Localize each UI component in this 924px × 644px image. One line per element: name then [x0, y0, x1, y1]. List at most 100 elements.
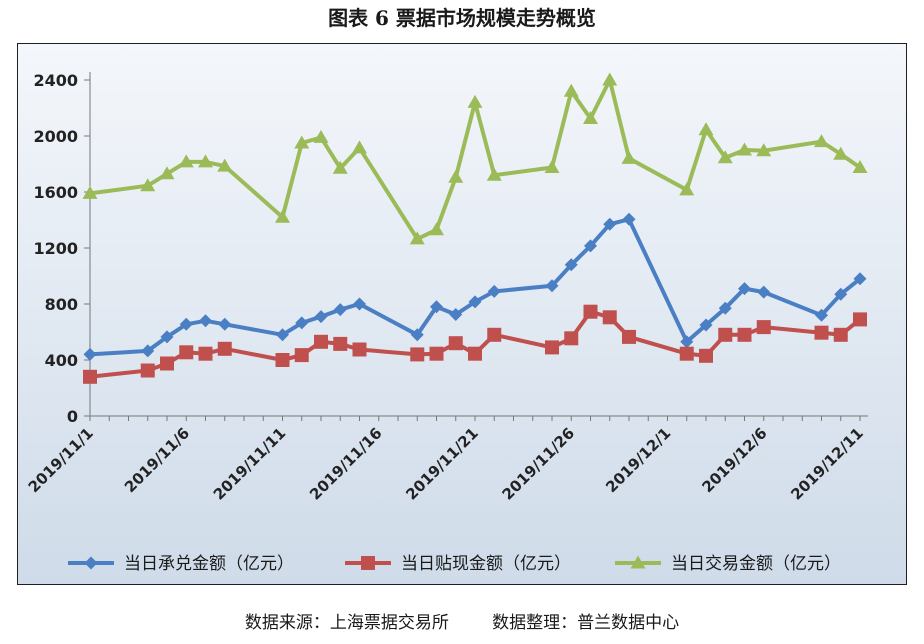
chart-title: 图表 6 票据市场规模走势概览: [328, 6, 596, 30]
data-point: [622, 329, 636, 344]
data-point: [852, 160, 868, 173]
data-point: [179, 317, 193, 331]
data-point: [448, 336, 463, 351]
data-point: [314, 310, 328, 324]
x-tick-label: 2019/11/21: [402, 424, 482, 504]
y-tick-label: 2400: [33, 71, 78, 90]
data-point: [602, 310, 617, 325]
data-point: [198, 346, 213, 361]
data-point: [545, 279, 559, 293]
data-point: [563, 83, 579, 97]
data-point: [409, 231, 425, 245]
data-point: [833, 327, 848, 342]
data-point: [430, 300, 443, 314]
data-point: [814, 134, 829, 148]
data-point: [487, 284, 501, 298]
data-point: [140, 363, 155, 378]
x-tick-label: 2019/11/1: [25, 424, 97, 496]
data-point: [815, 308, 828, 322]
data-point: [814, 325, 829, 340]
y-tick-label: 1200: [33, 239, 78, 258]
y-tick-label: 1600: [33, 183, 78, 202]
data-point: [621, 150, 637, 164]
x-tick-label: 2019/12/1: [602, 424, 674, 496]
data-point: [680, 335, 694, 349]
legend-label: 当日交易金额（亿元）: [671, 554, 841, 574]
data-point: [699, 348, 713, 363]
data-point: [853, 272, 867, 286]
data-point: [544, 160, 560, 173]
data-point: [757, 285, 771, 299]
chart-area: 0 400 800 1200 1600 2000 2400 2019/11/1 2019/11/…: [17, 43, 907, 585]
legend-marker: [630, 555, 646, 569]
data-point: [83, 347, 97, 361]
y-tick-label: 400: [45, 351, 78, 370]
data-point: [738, 282, 751, 296]
data-point: [295, 316, 309, 330]
data-point: [468, 346, 482, 361]
x-tick-label: 2019/11/11: [210, 424, 290, 504]
data-point: [141, 344, 155, 358]
data-point: [429, 222, 444, 236]
data-point: [718, 301, 732, 315]
data-point: [333, 303, 347, 317]
data-point: [487, 327, 502, 342]
data-point: [199, 314, 212, 328]
legend-label: 当日贴现金额（亿元）: [401, 554, 571, 574]
data-point: [564, 331, 579, 346]
data-point: [332, 160, 348, 174]
data-point: [486, 167, 502, 181]
x-tick-label: 2019/12/11: [787, 424, 867, 504]
source-note: 数据来源：上海票据交易所 数据整理：普兰数据中心: [244, 613, 680, 633]
x-tick-label: 2019/11/6: [121, 424, 193, 496]
data-point: [468, 295, 482, 309]
data-point: [737, 142, 752, 156]
data-point: [333, 336, 348, 351]
data-point: [603, 217, 617, 231]
legend-label: 当日承兑金额（亿元）: [124, 554, 294, 574]
data-point: [217, 158, 233, 172]
data-point: [718, 327, 733, 342]
data-point: [679, 182, 695, 196]
data-point: [583, 304, 598, 319]
y-tick-label: 2000: [33, 127, 78, 146]
data-point: [717, 150, 733, 164]
data-point: [756, 320, 771, 335]
x-tick-label: 2019/12/6: [698, 424, 770, 496]
data-point: [178, 154, 194, 168]
data-point: [602, 72, 618, 86]
data-point: [564, 258, 578, 272]
data-point: [314, 334, 328, 349]
data-point: [198, 154, 213, 168]
data-point: [429, 346, 444, 361]
data-point: [467, 94, 483, 108]
data-point: [834, 287, 848, 301]
data-point: [83, 369, 97, 384]
data-point: [448, 169, 464, 183]
data-point: [353, 297, 366, 311]
x-tick-label: 2019/11/16: [306, 424, 386, 504]
data-point: [140, 178, 156, 192]
data-point: [313, 129, 329, 143]
legend-marker: [361, 556, 375, 570]
data-point: [294, 135, 310, 149]
x-tick-label: 2019/11/26: [499, 424, 579, 504]
legend-marker: [84, 556, 98, 570]
data-point: [160, 356, 174, 371]
data-point: [82, 185, 98, 199]
data-point: [275, 353, 290, 367]
data-point: [218, 317, 232, 331]
y-tick-label: 800: [45, 295, 78, 314]
data-point: [853, 312, 867, 327]
data-point: [410, 328, 424, 342]
data-point: [160, 330, 174, 344]
data-point: [833, 146, 849, 160]
data-point: [698, 122, 714, 136]
data-point: [294, 348, 309, 363]
data-point: [584, 239, 597, 253]
data-point: [352, 342, 367, 357]
data-point: [583, 111, 598, 124]
data-point: [756, 143, 772, 157]
data-point: [699, 318, 713, 332]
data-point: [410, 347, 425, 362]
